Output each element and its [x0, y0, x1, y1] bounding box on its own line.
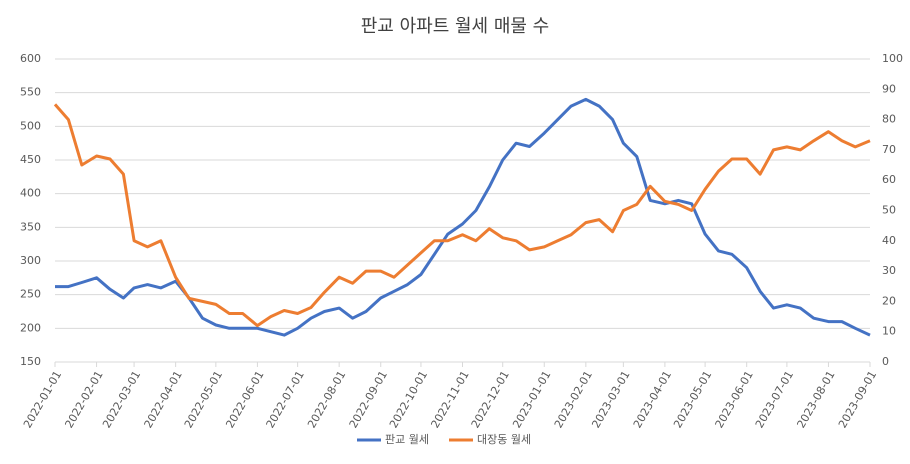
- y2-tick-label: 50: [882, 204, 896, 217]
- y2-tick-label: 30: [882, 264, 896, 277]
- y-tick-label: 150: [20, 355, 41, 368]
- y2-tick-label: 80: [882, 113, 896, 126]
- y2-tick-label: 100: [882, 52, 903, 65]
- y2-tick-label: 40: [882, 234, 896, 247]
- y-tick-label: 200: [20, 321, 41, 334]
- y-tick-label: 550: [20, 86, 41, 99]
- y2-tick-label: 70: [882, 143, 896, 156]
- y-tick-label: 350: [20, 220, 41, 233]
- y-tick-label: 500: [20, 119, 41, 132]
- y-tick-label: 300: [20, 254, 41, 267]
- legend-label: 대장동 월세: [477, 433, 531, 446]
- y2-tick-label: 10: [882, 325, 896, 338]
- chart-title: 판교 아파트 월세 매물 수: [361, 16, 550, 37]
- legend-label: 판교 월세: [385, 433, 429, 446]
- y2-tick-label: 0: [882, 355, 889, 368]
- y2-tick-label: 60: [882, 173, 896, 186]
- y-tick-label: 600: [20, 52, 41, 65]
- series-line: [53, 103, 871, 328]
- y-tick-label: 450: [20, 153, 41, 166]
- y2-tick-label: 90: [882, 82, 896, 95]
- y2-tick-label: 20: [882, 294, 896, 307]
- y-tick-label: 400: [20, 187, 41, 200]
- y-tick-label: 250: [20, 288, 41, 301]
